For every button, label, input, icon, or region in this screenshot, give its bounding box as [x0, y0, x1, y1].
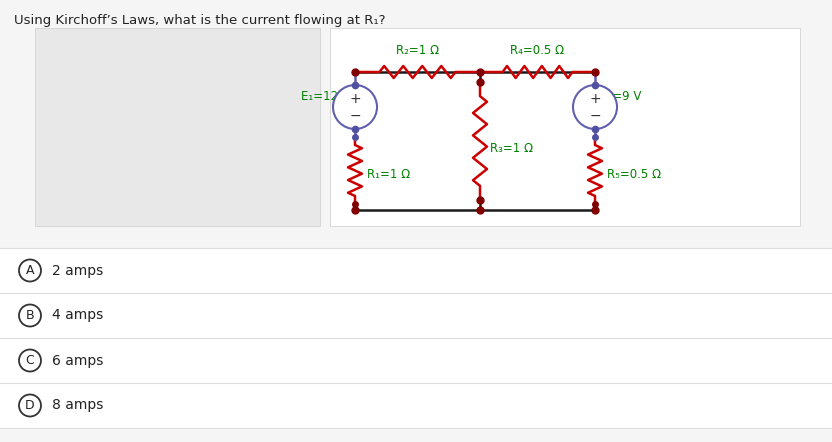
Bar: [0, 383, 832, 428]
Text: 6 amps: 6 amps: [52, 354, 103, 367]
Bar: [0, 248, 832, 293]
Text: R₂=1 Ω: R₂=1 Ω: [396, 44, 439, 57]
Text: E₁=12 V: E₁=12 V: [301, 89, 350, 103]
Text: B: B: [26, 309, 34, 322]
Text: A: A: [26, 264, 34, 277]
Text: C: C: [26, 354, 34, 367]
Circle shape: [573, 85, 617, 129]
Bar: [0, 338, 832, 383]
Text: R₄=0.5 Ω: R₄=0.5 Ω: [511, 44, 565, 57]
Text: E₁=9 V: E₁=9 V: [600, 89, 641, 103]
Circle shape: [19, 305, 41, 327]
Text: Using Kirchoff’s Laws, what is the current flowing at R₁?: Using Kirchoff’s Laws, what is the curre…: [14, 14, 385, 27]
FancyBboxPatch shape: [330, 28, 800, 226]
Bar: [0, 293, 832, 338]
Circle shape: [333, 85, 377, 129]
Text: D: D: [25, 399, 35, 412]
Circle shape: [19, 350, 41, 371]
Circle shape: [19, 259, 41, 282]
Text: +: +: [589, 92, 601, 106]
Text: 8 amps: 8 amps: [52, 399, 103, 412]
Text: R₁=1 Ω: R₁=1 Ω: [367, 168, 410, 181]
Text: R₃=1 Ω: R₃=1 Ω: [490, 142, 533, 156]
Text: +: +: [349, 92, 361, 106]
Text: −: −: [349, 108, 361, 122]
Text: 4 amps: 4 amps: [52, 309, 103, 323]
FancyBboxPatch shape: [35, 28, 320, 226]
Circle shape: [19, 395, 41, 416]
Text: −: −: [589, 108, 601, 122]
Text: R₅=0.5 Ω: R₅=0.5 Ω: [607, 168, 661, 181]
Text: 2 amps: 2 amps: [52, 263, 103, 278]
